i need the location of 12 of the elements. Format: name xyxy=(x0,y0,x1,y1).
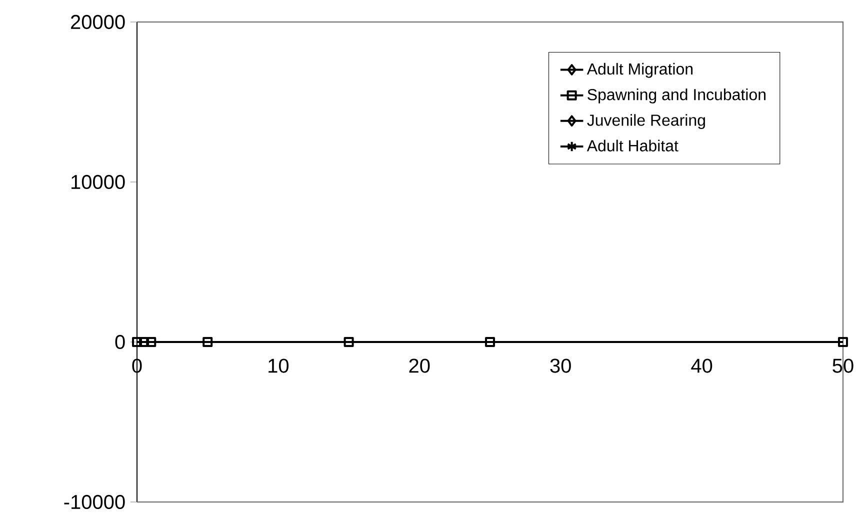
y-tick-label: 0 xyxy=(115,334,125,350)
x-tick-label: 10 xyxy=(268,358,289,373)
y-tick-label: 20000 xyxy=(71,14,125,30)
legend-label: Adult Migration xyxy=(586,62,693,78)
x-tick-label: 20 xyxy=(409,358,430,373)
y-tick-label: -10000 xyxy=(64,494,125,510)
legend-label: Adult Habitat xyxy=(586,140,678,152)
x-tick-label: 40 xyxy=(691,358,712,373)
legend-label: Spawning and Incubation xyxy=(588,88,766,104)
x-tick-label: 30 xyxy=(550,358,571,373)
legend-label: Juvenile Rearing xyxy=(587,114,705,130)
y-tick-label: 10000 xyxy=(72,174,125,190)
